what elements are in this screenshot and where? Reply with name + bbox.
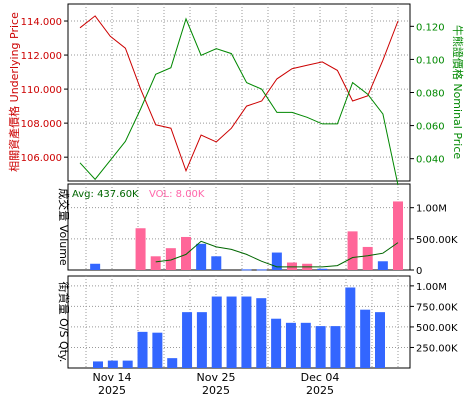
os-bar-4 bbox=[152, 332, 163, 368]
price-right-tick-0: 0.040 bbox=[416, 155, 445, 166]
os-bar-17 bbox=[345, 287, 356, 368]
os-bar-12 bbox=[271, 318, 282, 368]
os-bar-3 bbox=[137, 331, 148, 368]
x-label-1-date: Nov 14 bbox=[93, 371, 132, 384]
os-bar-11 bbox=[256, 298, 267, 368]
outstanding-panel bbox=[67, 275, 411, 369]
volume-bar-14 bbox=[287, 262, 297, 270]
os-bar-6 bbox=[182, 312, 193, 368]
os-bar-14 bbox=[300, 322, 311, 368]
ticks-layer: 106.000 108.000 110.000 112.000 114.000 0.040… bbox=[21, 17, 458, 354]
volume-bar-12 bbox=[256, 269, 267, 271]
volume-bar-18 bbox=[347, 231, 358, 270]
os-bar-7 bbox=[196, 312, 207, 368]
os-bar-15 bbox=[315, 326, 326, 368]
volume-axis-title: 成交量 Volume bbox=[57, 188, 71, 266]
price-right-tick-2: 0.080 bbox=[416, 89, 445, 100]
price-left-tick-1: 108.000 bbox=[21, 119, 62, 130]
price-right-tick-4: 0.120 bbox=[416, 22, 445, 33]
volume-vol-label: VOL: 8.00K bbox=[149, 189, 205, 200]
volume-tick-2: 1.00M bbox=[416, 204, 447, 215]
x-label-3-year: 2025 bbox=[306, 384, 334, 397]
os-tick-0: 250.00K bbox=[416, 343, 458, 354]
price-right-tick-1: 0.060 bbox=[416, 122, 445, 133]
volume-bar-16 bbox=[317, 268, 328, 270]
volume-avg-label: Avg: 437.60K bbox=[72, 189, 139, 200]
os-bar-19 bbox=[375, 312, 385, 368]
os-bar-8 bbox=[211, 296, 222, 368]
x-label-3-date: Dec 04 bbox=[301, 371, 340, 384]
price-left-tick-4: 114.000 bbox=[21, 17, 62, 28]
volume-bar-20 bbox=[377, 261, 388, 270]
price-left-tick-2: 110.000 bbox=[21, 85, 62, 96]
volume-bar-7 bbox=[181, 236, 191, 270]
volume-tick-0: 0 bbox=[416, 266, 422, 277]
volume-bar-5 bbox=[150, 256, 161, 270]
price-left-tick-3: 112.000 bbox=[21, 51, 62, 62]
price-right-tick-3: 0.100 bbox=[416, 55, 445, 66]
volume-bar-6 bbox=[165, 248, 176, 270]
os-tick-2: 750.00K bbox=[416, 302, 458, 313]
lines-layer bbox=[79, 15, 399, 268]
x-label-2-year: 2025 bbox=[202, 384, 230, 397]
os-tick-3: 1.00M bbox=[416, 282, 447, 293]
bars-layer bbox=[90, 201, 403, 368]
volume-average-line bbox=[155, 240, 399, 268]
os-bar-5 bbox=[167, 358, 178, 368]
volume-bar-8 bbox=[196, 243, 207, 270]
price-left-axis-title: 相關資產價格 Underlying Price bbox=[7, 12, 21, 172]
os-bar-1 bbox=[107, 360, 118, 368]
os-bar-10 bbox=[241, 296, 252, 368]
outstanding-axis-title: 街貨量 O/S Qty. bbox=[57, 282, 71, 363]
volume-tick-1: 500.00K bbox=[416, 235, 458, 246]
volume-bar-19 bbox=[362, 246, 373, 270]
price-right-axis-title: 牛熊證價格 Nominal Price bbox=[451, 25, 465, 160]
x-label-2-date: Nov 25 bbox=[197, 371, 236, 384]
os-bar-9 bbox=[226, 296, 237, 368]
x-label-1-year: 2025 bbox=[98, 384, 126, 397]
os-bar-18 bbox=[360, 309, 371, 368]
volume-bar-21 bbox=[393, 201, 403, 270]
underlying-price-line bbox=[79, 15, 399, 173]
price-left-tick-0: 106.000 bbox=[21, 153, 62, 164]
volume-bar-11 bbox=[241, 269, 252, 271]
price-panel bbox=[67, 3, 411, 182]
volume-bar-9 bbox=[211, 256, 222, 270]
volume-bar-1 bbox=[90, 263, 101, 270]
nominal-price-line bbox=[79, 17, 399, 186]
volume-bar-13 bbox=[271, 252, 282, 270]
os-bar-13 bbox=[285, 322, 296, 368]
os-tick-1: 500.00K bbox=[416, 323, 458, 334]
os-bar-0 bbox=[93, 361, 103, 368]
os-bar-16 bbox=[330, 326, 341, 368]
volume-bar-4 bbox=[135, 228, 146, 270]
os-bar-2 bbox=[122, 360, 133, 368]
